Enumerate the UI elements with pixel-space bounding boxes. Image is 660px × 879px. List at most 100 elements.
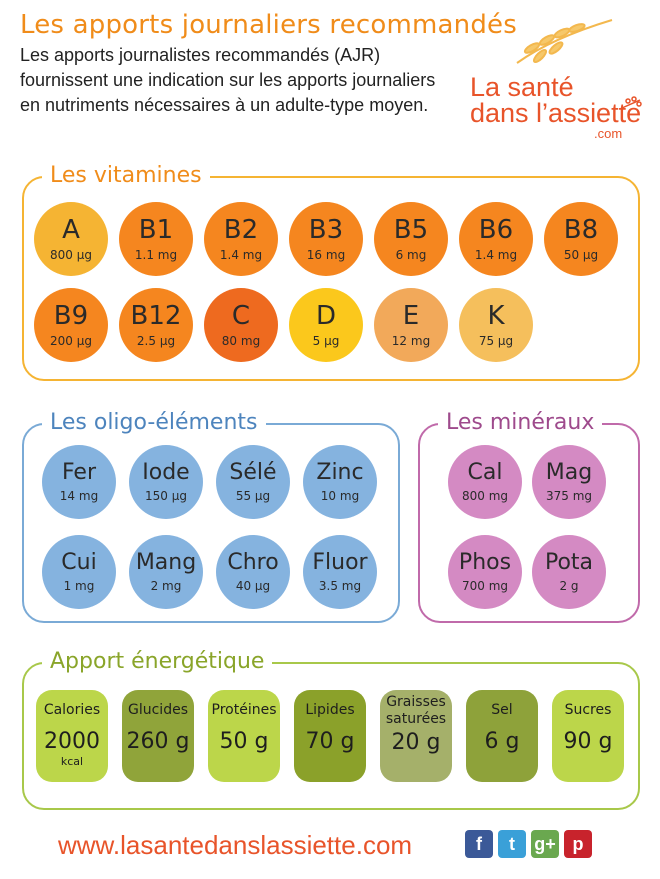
- nutrient-badge: E 12 mg: [374, 288, 448, 362]
- site-logo[interactable]: La santé dans l’assiette .com: [462, 8, 652, 148]
- nutrient-badge: B2 1.4 mg: [204, 202, 278, 276]
- nutrient-name: A: [62, 215, 80, 245]
- energy-value: 90 g: [563, 729, 613, 754]
- nutrient-name: Pota: [544, 550, 594, 575]
- logo-domain: .com: [594, 126, 623, 141]
- vitamins-title: Les vitamines: [42, 162, 210, 190]
- nutrient-name: Iode: [142, 460, 190, 485]
- energy-label: Calories: [43, 702, 101, 718]
- nutrient-name: Cui: [61, 550, 97, 575]
- nutrient-name: B3: [308, 215, 344, 245]
- energy-tile: Calories 2000 kcal: [36, 690, 108, 782]
- nutrient-name: C: [231, 301, 251, 331]
- nutrient-badge: B3 16 mg: [289, 202, 363, 276]
- energy-panel: Apport énergétique Calories 2000 kcal Gluci…: [22, 648, 640, 810]
- energy-value: 260 g: [126, 729, 190, 754]
- nutrient-badge: C 80 mg: [204, 288, 278, 362]
- nutrient-badge: Fer 14 mg: [42, 445, 116, 519]
- nutrient-badge: Fluor 3.5 mg: [303, 535, 377, 609]
- trace-elements-title: Les oligo-éléments: [42, 409, 266, 437]
- twitter-icon[interactable]: t: [498, 830, 526, 858]
- nutrient-value: 800 µg: [50, 248, 92, 262]
- nutrient-value: 2 g: [559, 579, 579, 593]
- nutrient-name: Mag: [545, 460, 593, 485]
- nutrient-name: Fer: [61, 460, 97, 485]
- nutrient-value: 50 µg: [563, 248, 599, 262]
- nutrient-value: 375 mg: [545, 489, 593, 503]
- nutrient-value: 55 µg: [235, 489, 271, 503]
- nutrient-badge: B5 6 mg: [374, 202, 448, 276]
- nutrient-value: 2.5 µg: [136, 334, 176, 348]
- energy-value: 70 g: [305, 729, 355, 754]
- energy-tile: Lipides 70 g: [294, 690, 366, 782]
- nutrient-value: 14 mg: [59, 489, 99, 503]
- nutrient-value: 1.4 mg: [474, 248, 518, 262]
- nutrient-value: 200 µg: [50, 334, 92, 348]
- nutrient-badge: Phos 700 mg: [448, 535, 522, 609]
- intro-text: Les apports journalistes recommandés (AJ…: [20, 45, 436, 115]
- nutrient-badge: B6 1.4 mg: [459, 202, 533, 276]
- nutrient-badge: Sélé 55 µg: [216, 445, 290, 519]
- energy-tile: Glucides 260 g: [122, 690, 194, 782]
- nutrient-badge: Mang 2 mg: [129, 535, 203, 609]
- nutrient-name: B5: [393, 215, 429, 245]
- energy-label: Sucres: [564, 702, 612, 718]
- nutrient-badge: B12 2.5 µg: [119, 288, 193, 362]
- nutrient-value: 700 mg: [461, 579, 509, 593]
- nutrient-value: 40 µg: [235, 579, 271, 593]
- wheat-icon: [516, 19, 642, 109]
- nutrient-name: B2: [223, 215, 259, 245]
- nutrient-name: Fluor: [312, 550, 368, 575]
- energy-value: 50 g: [219, 729, 269, 754]
- nutrient-name: B12: [130, 301, 182, 331]
- website-link[interactable]: www.lasantedanslassiette.com: [58, 830, 413, 860]
- nutrient-name: K: [487, 301, 505, 331]
- nutrient-value: 16 mg: [306, 248, 346, 262]
- nutrient-badge: A 800 µg: [34, 202, 108, 276]
- energy-label: Protéines: [211, 702, 277, 718]
- energy-tile: Sucres 90 g: [552, 690, 624, 782]
- nutrient-value: 75 µg: [478, 334, 514, 348]
- energy-label: Lipides: [305, 702, 355, 718]
- nutrient-value: 10 mg: [320, 489, 360, 503]
- nutrient-badge: B8 50 µg: [544, 202, 618, 276]
- energy-label: Glucides: [128, 702, 188, 718]
- page-title: Les apports journaliers recommandés: [20, 10, 518, 40]
- nutrient-name: B6: [478, 215, 514, 245]
- nutrient-value: 3.5 mg: [318, 579, 362, 593]
- nutrient-badge: Iode 150 µg: [129, 445, 203, 519]
- nutrient-name: Zinc: [316, 460, 364, 485]
- nutrient-badge: Cal 800 mg: [448, 445, 522, 519]
- energy-label: Graisses saturées: [385, 694, 447, 727]
- energy-value: 6 g: [484, 729, 520, 754]
- facebook-icon[interactable]: f: [465, 830, 493, 858]
- energy-value: 20 g: [391, 730, 441, 755]
- nutrient-badge: Pota 2 g: [532, 535, 606, 609]
- nutrient-badge: K 75 µg: [459, 288, 533, 362]
- nutrient-value: 800 mg: [461, 489, 509, 503]
- energy-value: 2000: [44, 729, 100, 754]
- pinterest-icon[interactable]: p: [564, 830, 592, 858]
- minerals-title: Les minéraux: [438, 409, 603, 437]
- energy-tile: Graisses saturées 20 g: [380, 690, 452, 782]
- nutrient-badge: Chro 40 µg: [216, 535, 290, 609]
- energy-tile: Sel 6 g: [466, 690, 538, 782]
- nutrient-name: D: [315, 301, 337, 331]
- energy-label: Sel: [491, 702, 513, 718]
- nutrient-name: Mang: [135, 550, 197, 575]
- nutrient-value: 1.4 mg: [219, 248, 263, 262]
- nutrient-value: 80 mg: [221, 334, 261, 348]
- nutrient-value: 1 mg: [63, 579, 95, 593]
- nutrient-badge: D 5 µg: [289, 288, 363, 362]
- nutrient-value: 5 µg: [312, 334, 340, 348]
- nutrient-name: Cal: [467, 460, 503, 485]
- nutrient-badge: Cui 1 mg: [42, 535, 116, 609]
- nutrient-name: B1: [138, 215, 174, 245]
- energy-unit: kcal: [60, 755, 84, 768]
- nutrient-name: B9: [53, 301, 89, 331]
- nutrient-value: 2 mg: [150, 579, 182, 593]
- nutrient-badge: B1 1.1 mg: [119, 202, 193, 276]
- google-plus-icon[interactable]: g+: [531, 830, 559, 858]
- nutrient-name: Sélé: [229, 460, 277, 485]
- logo-line-1: La santé: [470, 72, 574, 102]
